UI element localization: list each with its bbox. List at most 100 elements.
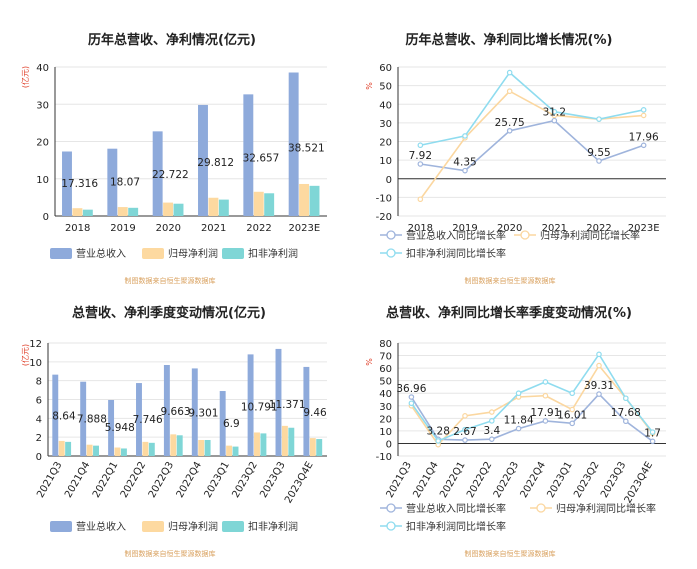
data-label: 7.92 — [409, 150, 432, 162]
data-point — [569, 390, 576, 397]
bar-revenue — [191, 368, 198, 456]
source-note: 制图数据来自恒生聚源数据库 — [125, 276, 216, 285]
legend-item: 归母净利润 — [142, 520, 218, 533]
bar-revenue — [136, 383, 142, 456]
data-point — [649, 438, 656, 445]
legend-label: 归母净利润同比增长率 — [556, 502, 656, 515]
y-tick-label: 4 — [36, 414, 42, 425]
bar-deducted-profit — [260, 433, 267, 456]
x-tick-label: 2023Q4E — [283, 460, 316, 505]
bar-deducted-profit — [128, 207, 139, 216]
legend: 营业总收入 归母净利润 扣非净利润 — [50, 520, 298, 533]
data-label: 5.948 — [105, 422, 135, 434]
x-tick-label: 2022 — [246, 223, 271, 234]
legend-item: 扣非净利润同比增长率 — [380, 247, 506, 260]
data-point — [542, 379, 549, 385]
bar-deducted-profit — [316, 439, 323, 456]
data-point — [462, 133, 468, 139]
y-tick-label: 50 — [379, 82, 392, 93]
bar-revenue — [288, 72, 299, 216]
bar-revenue — [107, 148, 118, 216]
data-label: 38.521 — [288, 142, 325, 154]
x-tick-label: 2018 — [408, 223, 433, 234]
data-point — [488, 409, 495, 415]
data-label: 2.67 — [453, 426, 476, 438]
bar-net-profit — [114, 447, 121, 456]
x-tick-label: 2019 — [110, 223, 135, 234]
x-tick-label: 2023E — [628, 223, 660, 234]
legend-swatch — [142, 521, 164, 532]
bar-deducted-profit — [309, 185, 320, 216]
y-tick-label: 10 — [379, 427, 392, 438]
legend-swatch — [50, 521, 72, 532]
legend-label: 归母净利润 — [168, 247, 218, 260]
bar-revenue — [198, 104, 208, 216]
data-point — [417, 142, 424, 149]
bar-net-profit — [117, 207, 128, 216]
y-tick-label: 80 — [379, 339, 392, 350]
legend-label: 扣非净利润 — [248, 520, 298, 533]
data-point — [640, 112, 647, 119]
bar-deducted-profit — [288, 427, 295, 456]
x-tick-label: 2023Q3 — [258, 460, 287, 500]
x-tick-label: 2023Q1 — [203, 460, 232, 500]
data-point — [596, 116, 602, 122]
panel-annual-revenue-profit: 历年总营收、净利情况(亿元) (亿元) 0 10 20 30 40 2018 2019 202… — [20, 32, 327, 285]
y-tick-label: 30 — [379, 119, 392, 130]
legend-marker — [386, 230, 396, 240]
data-point — [488, 436, 495, 442]
bar-net-profit — [226, 445, 233, 456]
x-tick-label: 2021Q3 — [35, 460, 64, 500]
data-point — [596, 391, 602, 397]
bar-deducted-profit — [93, 445, 99, 456]
data-point — [640, 142, 647, 149]
y-tick-label: 2 — [36, 433, 42, 444]
data-label: 17.96 — [629, 131, 659, 143]
data-point — [569, 420, 576, 427]
data-label: 29.812 — [197, 157, 234, 169]
legend-swatch — [222, 248, 244, 259]
x-tick-label: 2022Q3 — [147, 460, 176, 500]
bar-revenue — [275, 348, 282, 456]
y-tick-label: 10 — [379, 156, 392, 167]
x-tick-label: 2021Q4 — [63, 460, 92, 500]
legend-label: 扣非净利润同比增长率 — [406, 520, 506, 533]
data-label: 9.55 — [587, 147, 610, 159]
data-label: 11.371 — [269, 399, 306, 411]
y-tick-label: -20 — [376, 212, 392, 223]
y-tick-label: -10 — [376, 452, 392, 463]
y-tick-label: 0 — [43, 212, 49, 223]
bar-revenue — [108, 399, 115, 456]
x-tick-label: 2022Q1 — [438, 460, 467, 500]
data-point — [435, 438, 442, 444]
x-tick-label: 2022Q3 — [492, 460, 521, 500]
y-tick-label: 10 — [29, 358, 42, 369]
plot-area: 0 10 20 30 40 2018 2019 2020 2021 2022 2023E 17.316… — [36, 63, 327, 234]
legend-item: 归母净利润同比增长率 — [530, 502, 656, 515]
legend-swatch — [50, 248, 72, 259]
bar-deducted-profit — [176, 435, 183, 456]
y-tick-label: 8 — [36, 377, 42, 388]
data-label: 17.316 — [61, 178, 98, 190]
data-label: 10.791 — [241, 401, 278, 413]
bar-net-profit — [253, 191, 264, 216]
data-point — [551, 117, 558, 124]
y-tick-label: 0 — [386, 175, 392, 186]
y-tick-label: 60 — [379, 63, 392, 74]
x-tick-label: 2021Q4 — [411, 460, 440, 500]
panel-quarterly-revenue-profit: 总营收、净利季度变动情况(亿元) (亿元) 0246810122021Q3202… — [20, 305, 327, 558]
data-label: 7.746 — [133, 414, 163, 426]
x-tick-label: 2022Q2 — [465, 460, 494, 500]
x-tick-label: 2022Q4 — [175, 460, 204, 500]
data-label: 11.84 — [504, 415, 534, 427]
bar-revenue — [62, 151, 72, 216]
data-point — [640, 107, 647, 113]
y-tick-label: 60 — [379, 364, 392, 375]
legend-label: 营业总收入同比增长率 — [406, 229, 506, 242]
chart-title: 总营收、净利季度变动情况(亿元) — [72, 305, 266, 321]
x-tick-label: 2021Q3 — [385, 460, 414, 500]
legend-swatch — [222, 521, 244, 532]
legend-item: 归母净利润 — [142, 247, 218, 260]
